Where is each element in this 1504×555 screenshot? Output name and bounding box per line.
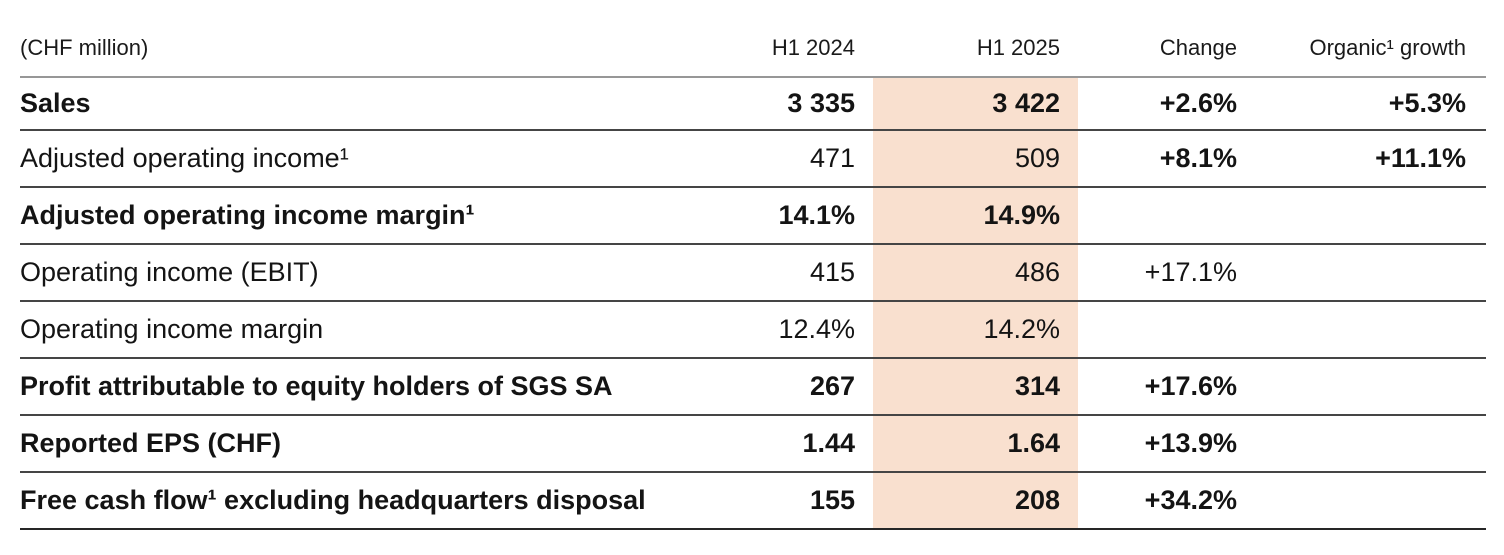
value-h1-2024: 12.4% (693, 301, 873, 359)
value-change: +34.2% (1078, 472, 1255, 530)
value-organic-growth (1255, 244, 1486, 302)
value-h1-2025: 509 (873, 130, 1078, 188)
value-change: +2.6% (1078, 77, 1255, 131)
value-h1-2025: 486 (873, 244, 1078, 302)
row-label: Adjusted operating income¹ (20, 130, 693, 188)
value-change: +13.9% (1078, 415, 1255, 473)
column-header-change: Change (1078, 0, 1255, 78)
column-header-unit: (CHF million) (20, 0, 693, 78)
value-h1-2024: 267 (693, 358, 873, 416)
value-change: +8.1% (1078, 130, 1255, 188)
value-h1-2024: 14.1% (693, 187, 873, 245)
value-organic-growth (1255, 472, 1486, 530)
value-organic-growth (1255, 358, 1486, 416)
value-h1-2025: 3 422 (873, 77, 1078, 131)
value-change (1078, 301, 1255, 359)
value-organic-growth (1255, 415, 1486, 473)
value-change: +17.1% (1078, 244, 1255, 302)
row-label: Operating income (EBIT) (20, 244, 693, 302)
financial-results-table-wrap: (CHF million) H1 2024 H1 2025 Change Org… (20, 0, 1486, 530)
value-h1-2024: 155 (693, 472, 873, 530)
table-body: Sales 3 335 3 422 +2.6% +5.3% Adjusted o… (20, 77, 1486, 530)
value-h1-2025: 314 (873, 358, 1078, 416)
table-row: Reported EPS (CHF) 1.44 1.64 +13.9% (20, 415, 1486, 473)
table-row: Operating income margin 12.4% 14.2% (20, 301, 1486, 359)
value-h1-2025: 14.9% (873, 187, 1078, 245)
row-label: Free cash flow¹ excluding headquarters d… (20, 472, 693, 530)
value-organic-growth (1255, 187, 1486, 245)
value-h1-2024: 471 (693, 130, 873, 188)
value-organic-growth: +5.3% (1255, 77, 1486, 131)
table-row: Adjusted operating income¹ 471 509 +8.1%… (20, 130, 1486, 188)
value-change (1078, 187, 1255, 245)
column-header-h1-2025: H1 2025 (873, 0, 1078, 78)
value-organic-growth: +11.1% (1255, 130, 1486, 188)
row-label: Adjusted operating income margin¹ (20, 187, 693, 245)
table-header-row: (CHF million) H1 2024 H1 2025 Change Org… (20, 0, 1486, 78)
column-header-organic-growth: Organic¹ growth (1255, 0, 1486, 78)
value-h1-2024: 415 (693, 244, 873, 302)
row-label: Sales (20, 77, 693, 131)
value-h1-2025: 208 (873, 472, 1078, 530)
table-row: Sales 3 335 3 422 +2.6% +5.3% (20, 77, 1486, 131)
value-organic-growth (1255, 301, 1486, 359)
column-header-h1-2024: H1 2024 (693, 0, 873, 78)
value-h1-2024: 3 335 (693, 77, 873, 131)
row-label: Operating income margin (20, 301, 693, 359)
value-h1-2025: 14.2% (873, 301, 1078, 359)
value-change: +17.6% (1078, 358, 1255, 416)
row-label: Profit attributable to equity holders of… (20, 358, 693, 416)
table-header: (CHF million) H1 2024 H1 2025 Change Org… (20, 0, 1486, 78)
row-label: Reported EPS (CHF) (20, 415, 693, 473)
value-h1-2024: 1.44 (693, 415, 873, 473)
table-row: Operating income (EBIT) 415 486 +17.1% (20, 244, 1486, 302)
table-row: Profit attributable to equity holders of… (20, 358, 1486, 416)
financial-results-table: (CHF million) H1 2024 H1 2025 Change Org… (20, 0, 1486, 530)
table-row: Free cash flow¹ excluding headquarters d… (20, 472, 1486, 530)
table-row: Adjusted operating income margin¹ 14.1% … (20, 187, 1486, 245)
value-h1-2025: 1.64 (873, 415, 1078, 473)
